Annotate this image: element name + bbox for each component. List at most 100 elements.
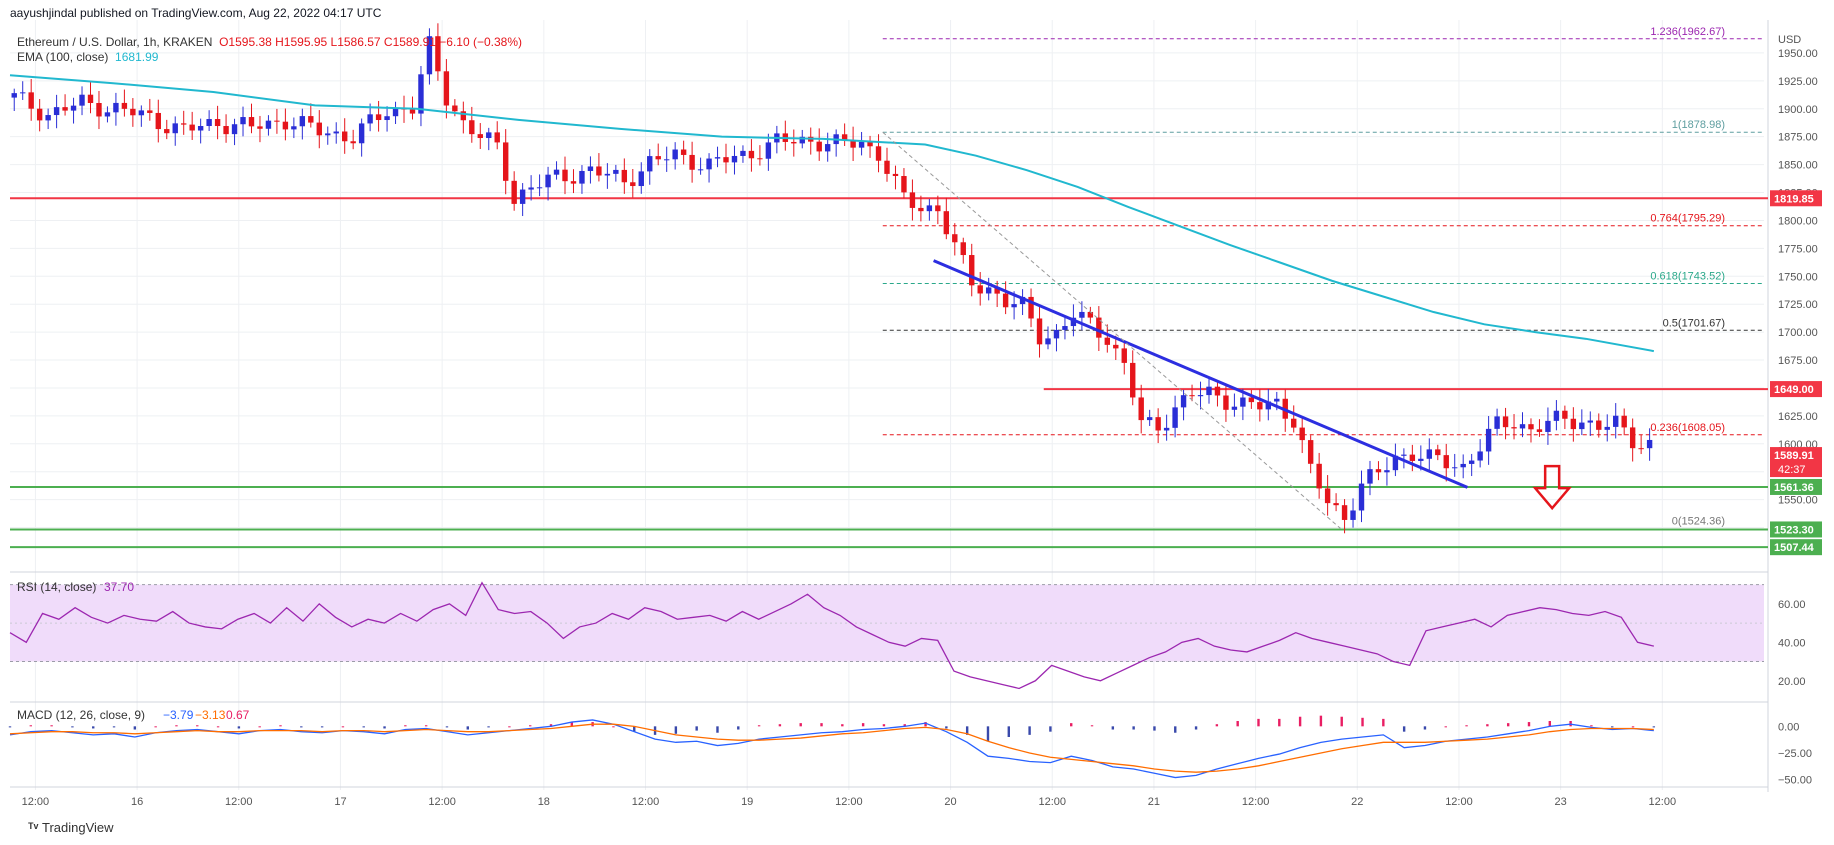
candle-up xyxy=(1019,296,1026,305)
x-tick-label: 18 xyxy=(538,796,550,808)
y-tick-label: 1550.00 xyxy=(1778,495,1818,507)
candle-up xyxy=(291,126,297,130)
candle-down xyxy=(723,157,729,163)
candle-down xyxy=(1307,440,1314,464)
macd-histogram-bar xyxy=(841,724,844,727)
candle-down xyxy=(791,141,797,144)
y-tick-label: 1800.00 xyxy=(1778,215,1818,227)
candle-down xyxy=(1036,318,1043,345)
candle-down xyxy=(596,166,602,176)
x-tick-label: 21 xyxy=(1148,796,1160,808)
candle-down xyxy=(1028,296,1034,319)
candle-down xyxy=(1596,420,1602,430)
candle-up xyxy=(1350,510,1356,520)
price-tag-last: 1589.91 xyxy=(1774,450,1814,462)
publisher-line: aayushjindal published on TradingView.co… xyxy=(10,6,382,20)
candle-down xyxy=(1104,337,1111,345)
macd-histogram-bar xyxy=(612,726,615,728)
macd-histogram-bar xyxy=(320,726,324,728)
macd-histogram-bar xyxy=(716,726,719,733)
price-tag-support-3: 1507.44 xyxy=(1774,542,1815,554)
candle-down xyxy=(1096,317,1102,338)
candle-down xyxy=(621,169,628,183)
y-tick-label: 1625.00 xyxy=(1778,411,1818,423)
candle-down xyxy=(409,109,416,114)
candle-down xyxy=(867,141,873,147)
candle-up xyxy=(1231,406,1238,410)
macd-histogram-bar xyxy=(92,726,95,729)
y-tick-label: 1725.00 xyxy=(1778,299,1818,311)
x-tick-label: 16 xyxy=(131,796,143,808)
candle-down xyxy=(1375,469,1382,473)
x-tick-label: 12:00 xyxy=(428,796,456,808)
macd-histogram-bar xyxy=(1298,716,1302,727)
x-tick-label: 12:00 xyxy=(632,796,660,808)
macd-line xyxy=(9,719,1654,779)
candle-up xyxy=(333,131,339,134)
macd-histogram-bar xyxy=(362,726,365,728)
rsi-tick-label: 60.00 xyxy=(1778,599,1806,611)
macd-tick-label: −25.00 xyxy=(1778,748,1812,760)
candle-down xyxy=(1257,402,1263,410)
candle-down xyxy=(1570,418,1577,430)
candle-up xyxy=(358,123,365,144)
candle-down xyxy=(875,146,882,161)
candle-down xyxy=(36,108,43,121)
candle-down xyxy=(943,211,950,235)
candle-down xyxy=(1189,395,1195,397)
candle-up xyxy=(138,110,145,116)
macd-histogram-bar xyxy=(1174,726,1177,733)
macd-histogram-bar xyxy=(1382,718,1385,727)
brand-label: TradingView xyxy=(41,820,114,835)
macd-histogram-bar xyxy=(445,726,449,728)
candle-down xyxy=(757,158,763,160)
candle-up xyxy=(1062,326,1068,330)
candle-down xyxy=(155,112,161,130)
candle-up xyxy=(1579,422,1585,430)
symbol-label: Ethereum / U.S. Dollar, 1h, KRAKEN xyxy=(17,35,213,49)
candle-up xyxy=(426,36,433,75)
ema-line xyxy=(9,74,1655,353)
price-tag-last-bg xyxy=(1770,447,1822,478)
candle-down xyxy=(909,192,916,208)
x-tick-label: 12:00 xyxy=(22,796,50,808)
candle-up xyxy=(1494,416,1500,429)
fib-anchor-line xyxy=(882,131,1341,529)
candle-up xyxy=(113,102,119,113)
macd-histogram-bar xyxy=(737,726,740,730)
macd-histogram-bar xyxy=(695,726,698,731)
candle-up xyxy=(545,174,551,188)
x-tick-label: 12:00 xyxy=(1242,796,1270,808)
price-tag-support-3-bg xyxy=(1770,539,1822,556)
macd-histogram-bar xyxy=(112,726,116,728)
candle-up xyxy=(697,169,704,171)
macd-histogram-bar xyxy=(1465,725,1468,727)
macd-histogram-bar xyxy=(1049,726,1052,732)
candle-up xyxy=(1519,424,1526,429)
candle-down xyxy=(901,176,907,193)
macd-histogram-bar xyxy=(404,725,407,727)
candle-up xyxy=(1197,395,1204,397)
macd-histogram-bar xyxy=(903,724,906,727)
ohlc-values: O1595.38 H1595.95 L1586.57 C1589.91 −6.1… xyxy=(219,35,522,49)
candle-down xyxy=(1113,344,1119,349)
candle-up xyxy=(579,170,585,184)
macd-title: MACD (12, 26, close, 9) xyxy=(17,708,145,722)
candle-down xyxy=(1087,311,1094,318)
candle-up xyxy=(104,112,111,117)
candle-down xyxy=(655,156,661,160)
macd-histogram-bar xyxy=(1194,726,1198,730)
candle-up xyxy=(1172,407,1178,428)
macd-histogram-bar xyxy=(1236,721,1239,727)
candle-down xyxy=(214,119,221,127)
x-tick-label: 23 xyxy=(1555,796,1567,808)
macd-histogram-bar xyxy=(1070,723,1073,727)
candle-up xyxy=(1240,397,1246,407)
candle-up xyxy=(985,287,992,294)
macd-histogram-bar xyxy=(1111,726,1115,730)
candle-down xyxy=(62,107,68,111)
macd-histogram-bar xyxy=(216,726,220,728)
macd-histogram-bar xyxy=(237,726,241,729)
candle-up xyxy=(824,144,831,152)
